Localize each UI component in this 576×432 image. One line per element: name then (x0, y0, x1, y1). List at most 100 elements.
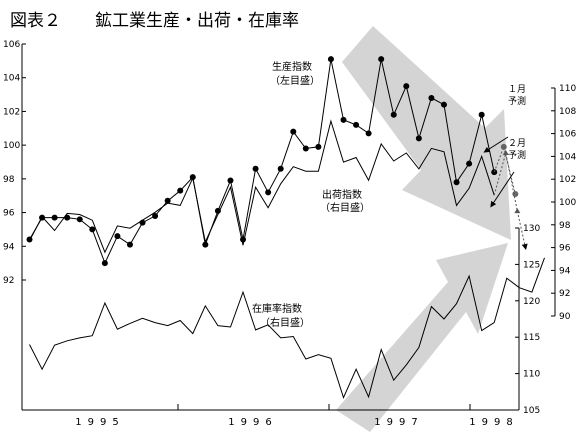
production-point (214, 207, 221, 214)
production-point (265, 189, 272, 196)
forecast-shipments-link (493, 152, 507, 196)
production-point (51, 214, 58, 221)
production-point (378, 56, 385, 63)
shipments-label: 出荷指数 (322, 188, 362, 201)
year-label: 1998 (469, 417, 518, 428)
forecast-production-link (493, 146, 505, 173)
production-point (403, 83, 410, 90)
production-point (365, 130, 372, 137)
production-point (114, 233, 121, 240)
right-shipments-tick-label: 102 (559, 175, 576, 185)
year-label: 1997 (374, 417, 423, 428)
right-shipments-tick-label: 108 (559, 107, 576, 117)
forecast-marks (493, 143, 528, 251)
production-point (453, 179, 460, 186)
production-point (202, 241, 209, 248)
shipments-axis-note: （右目盛） (320, 201, 370, 214)
right-axis-inventory-ticks: 105 110 115 120 125 130 (515, 224, 540, 416)
right-shipments-tick-label: 90 (559, 312, 571, 322)
production-point (440, 101, 447, 108)
production-point (315, 143, 322, 150)
right-shipments-tick-label: 104 (559, 152, 576, 162)
production-point (240, 236, 247, 243)
forecast-production-point (512, 191, 519, 198)
production-point (64, 214, 71, 221)
left-tick-label: 106 (3, 40, 20, 50)
production-point (39, 214, 46, 221)
production-point (177, 187, 184, 194)
left-tick-label: 92 (3, 276, 14, 286)
production-point (189, 174, 196, 181)
right-shipments-tick-label: 110 (559, 84, 576, 94)
production-point (277, 165, 284, 172)
production-points (26, 56, 498, 267)
right-shipments-tick-label: 94 (559, 266, 571, 276)
production-point (252, 165, 259, 172)
forecast-jan-pointer (483, 136, 509, 153)
right-inventory-tick-label: 105 (523, 406, 540, 416)
right-shipments-tick-label: 98 (559, 221, 571, 231)
forecast-feb-pointer (490, 171, 515, 208)
down-trend-arrow (342, 26, 511, 240)
production-point (327, 56, 334, 63)
inventory-label: 在庫率指数 (252, 302, 302, 315)
production-point (390, 111, 397, 118)
inventory-ratio-line (29, 257, 545, 400)
right-inventory-tick-label: 120 (523, 297, 540, 307)
left-tick-label: 96 (3, 209, 15, 219)
right-shipments-tick-label: 106 (559, 130, 576, 140)
production-line (29, 59, 495, 265)
forecast-label-line: １月 (508, 84, 526, 95)
production-point (478, 111, 485, 118)
axes (21, 44, 556, 411)
forecast-shipments-point (502, 149, 509, 155)
production-point (428, 94, 435, 101)
forecast-shipments-link (505, 152, 518, 212)
production-point (227, 177, 234, 184)
year-label: 1996 (228, 417, 277, 428)
left-tick-label: 104 (3, 74, 20, 84)
production-point (302, 145, 309, 152)
production-point (164, 197, 171, 204)
right-axis-shipments-ticks: 90 92 94 96 98 100 102 104 106 108 110 (551, 84, 576, 322)
right-inventory-tick-label: 130 (523, 224, 540, 234)
left-axis-ticks: 92 94 96 98 100 102 104 106 (3, 40, 26, 286)
right-inventory-tick-label: 110 (523, 370, 540, 380)
forecast-label-line: 予測 (508, 95, 526, 107)
production-point (340, 116, 347, 123)
year-label: 1995 (75, 417, 124, 428)
left-tick-label: 102 (3, 107, 20, 117)
forecast-shipments-point (514, 208, 521, 214)
production-point (152, 212, 159, 219)
right-inventory-tick-label: 115 (523, 333, 540, 343)
production-point (466, 160, 473, 167)
forecast-label-line: ２月 (508, 138, 526, 149)
production-point (89, 226, 96, 233)
production-label: 生産指数 (272, 60, 312, 73)
production-point (76, 216, 83, 223)
right-shipments-tick-label: 100 (559, 198, 576, 208)
x-axis-ticks (21, 404, 520, 410)
production-point (139, 219, 146, 226)
production-point (290, 128, 297, 135)
right-shipments-tick-label: 96 (559, 244, 571, 254)
production-axis-note: （左目盛） (270, 74, 320, 87)
chart-title: 図表２ 鉱工業生産・出荷・在庫率 (10, 11, 299, 31)
right-inventory-tick-label: 125 (523, 260, 540, 270)
production-point (353, 121, 360, 128)
production-point (101, 260, 108, 267)
right-shipments-tick-label: 92 (559, 289, 570, 299)
left-tick-label: 98 (3, 175, 15, 185)
inventory-axis-note: （右目盛） (260, 316, 310, 329)
production-point (126, 241, 133, 248)
production-point (26, 236, 33, 243)
production-point (415, 135, 422, 142)
trend-arrows (336, 26, 511, 432)
year-labels: 1995 1996 1997 1998 (75, 417, 518, 428)
forecast-label-line: 予測 (508, 149, 526, 161)
left-tick-label: 94 (3, 242, 15, 252)
shipments-line (29, 119, 495, 254)
